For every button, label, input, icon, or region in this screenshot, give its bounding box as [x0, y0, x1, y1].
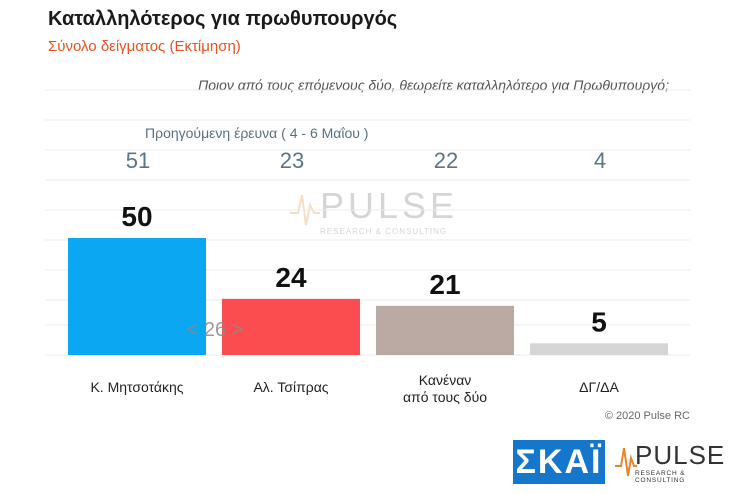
previous-value-2: 23 — [279, 148, 305, 173]
bar-value-label-2: 24 — [275, 262, 307, 293]
bar-3 — [376, 305, 514, 355]
pulse-logo-sub: RESEARCH & CONSULTING — [635, 470, 686, 484]
watermark-sub: RESEARCH & CONSULTING — [320, 227, 448, 236]
skai-logo: ΣΚΑΪ — [513, 440, 605, 484]
previous-value-4: 4 — [593, 148, 607, 173]
chart-title: Καταλληλότερος για πρωθυπουργός — [48, 8, 398, 30]
category-label-4: ΔΓ/ΔΑ — [579, 379, 619, 395]
pulse-wave-icon — [290, 194, 320, 226]
previous-value-1: 51 — [125, 148, 151, 173]
pulse-watermark: PULSE RESEARCH & CONSULTING — [290, 185, 460, 240]
bar-2 — [222, 298, 360, 355]
copyright-text: © 2020 Pulse RC — [604, 410, 690, 422]
previous-survey-label: Προηγούμενη έρευνα ( 4 - 6 Μαΐου ) — [145, 125, 369, 141]
category-label-3: Κανέναν από τους δύο — [403, 372, 487, 405]
bar-1 — [68, 238, 206, 355]
survey-question: Ποιον από τους επόμενους δύο, θεωρείτε κ… — [198, 77, 669, 93]
category-label-2: Αλ. Τσίπρας — [253, 379, 328, 395]
pulse-logo: PULSE RESEARCH & CONSULTING — [615, 440, 725, 484]
bar-value-label-1: 50 — [121, 201, 152, 232]
category-label-1: Κ. Μητσοτάκης — [90, 379, 183, 395]
bar-4 — [530, 343, 668, 355]
previous-value-3: 22 — [433, 148, 459, 173]
pulse-logo-word: PULSE — [635, 440, 726, 470]
bar-value-label-4: 5 — [591, 306, 607, 337]
bar-value-label-3: 21 — [429, 269, 460, 300]
chart-subtitle: Σύνολο δείγματος (Εκτίμηση) — [48, 38, 241, 55]
pulse-logo-wave-icon — [615, 447, 637, 477]
difference-annotation: < 26 > — [187, 319, 244, 341]
watermark-word: PULSE — [320, 185, 459, 226]
